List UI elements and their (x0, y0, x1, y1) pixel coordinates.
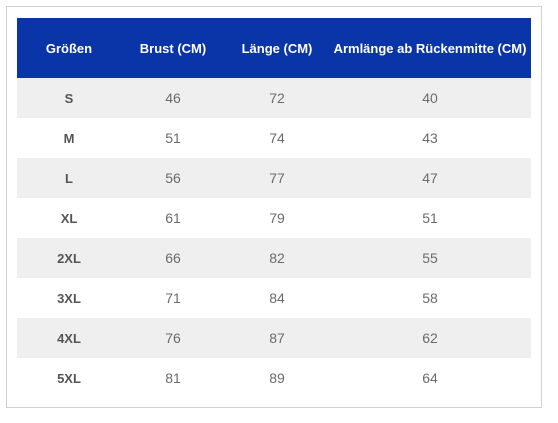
table-row: 3XL 71 84 58 (17, 278, 531, 318)
table-row: 2XL 66 82 55 (17, 238, 531, 278)
table-row: M 51 74 43 (17, 118, 531, 158)
header-size: Größen (45, 40, 93, 56)
header-chest: Brust (CM) (139, 40, 207, 56)
sleeve-length-cell: 64 (422, 370, 438, 386)
table-body: S 46 72 40 M 51 74 43 L 56 77 47 XL 61 79 51 2XL 66 82 55 3X… (17, 78, 531, 398)
size-chart-table: Größen Brust (CM) Länge (CM) Armlänge ab… (17, 18, 531, 398)
sleeve-length-cell: 40 (422, 90, 438, 106)
length-cell: 84 (269, 290, 285, 306)
length-cell: 74 (269, 130, 285, 146)
chest-cell: 56 (165, 170, 181, 186)
length-cell: 82 (269, 250, 285, 266)
length-cell: 72 (269, 90, 285, 106)
size-cell: S (64, 90, 74, 106)
size-cell: XL (60, 210, 78, 226)
chest-cell: 51 (165, 130, 181, 146)
sleeve-length-cell: 58 (422, 290, 438, 306)
table-header: Größen Brust (CM) Länge (CM) Armlänge ab… (17, 18, 531, 78)
size-cell: 5XL (57, 370, 81, 386)
chest-cell: 66 (165, 250, 181, 266)
size-chart-container: Größen Brust (CM) Länge (CM) Armlänge ab… (6, 6, 542, 408)
chest-cell: 71 (165, 290, 181, 306)
chest-cell: 46 (165, 90, 181, 106)
length-cell: 79 (269, 210, 285, 226)
header-length: Länge (CM) (241, 40, 313, 56)
size-cell: 2XL (57, 250, 81, 266)
sleeve-length-cell: 47 (422, 170, 438, 186)
table-row: XL 61 79 51 (17, 198, 531, 238)
length-cell: 87 (269, 330, 285, 346)
chest-cell: 61 (165, 210, 181, 226)
chest-cell: 76 (165, 330, 181, 346)
header-sleeve-length: Armlänge ab Rückenmitte (CM) (333, 40, 527, 56)
size-cell: 4XL (57, 330, 81, 346)
sleeve-length-cell: 43 (422, 130, 438, 146)
table-row: S 46 72 40 (17, 78, 531, 118)
sleeve-length-cell: 55 (422, 250, 438, 266)
size-cell: M (63, 130, 75, 146)
chest-cell: 81 (165, 370, 181, 386)
table-row: L 56 77 47 (17, 158, 531, 198)
size-cell: 3XL (57, 290, 81, 306)
length-cell: 89 (269, 370, 285, 386)
table-row: 4XL 76 87 62 (17, 318, 531, 358)
sleeve-length-cell: 62 (422, 330, 438, 346)
length-cell: 77 (269, 170, 285, 186)
size-cell: L (65, 170, 73, 186)
table-row: 5XL 81 89 64 (17, 358, 531, 398)
sleeve-length-cell: 51 (422, 210, 438, 226)
header-row: Größen Brust (CM) Länge (CM) Armlänge ab… (17, 18, 531, 78)
